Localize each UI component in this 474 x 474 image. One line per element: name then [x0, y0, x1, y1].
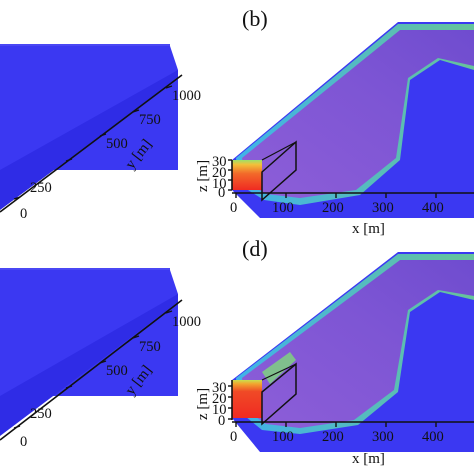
panel-bottom-left: 1000 750 500 250 0 y [m]: [0, 268, 201, 450]
x-tick-200: 200: [322, 429, 344, 445]
field-surface: [0, 46, 178, 170]
z-tick-20: 20: [212, 165, 227, 181]
y-ticks: 1000 750 500 250 0: [13, 310, 201, 450]
y-tick-0: 0: [20, 434, 27, 450]
y-tick-250: 250: [30, 406, 52, 422]
x-ticks: 0 100 200 300 400: [230, 193, 444, 216]
y-tick-1000: 1000: [172, 88, 201, 104]
z-ticks: 30 20 10 0: [212, 154, 232, 201]
z-axis-label: z [m]: [195, 388, 211, 420]
x-tick-300: 300: [372, 200, 394, 216]
field-top-surface: [0, 268, 170, 270]
y-tick-250: 250: [30, 180, 52, 196]
panel-top-left: 1000 750 500 250 0 y [m]: [0, 44, 201, 222]
panel-label-d: (d): [242, 236, 268, 261]
z-tick-0: 0: [218, 185, 225, 201]
y-tick-1000: 1000: [172, 314, 201, 330]
z-tick-30: 30: [212, 380, 227, 396]
panel-bottom-right: (d) 30 20 10 0 z [m] 0: [195, 236, 474, 467]
y-tick-500: 500: [106, 363, 128, 379]
z-axis-label: z [m]: [195, 160, 211, 192]
source-box-red: [232, 380, 262, 418]
x-axis-label: x [m]: [352, 451, 385, 467]
x-tick-300: 300: [372, 429, 394, 445]
x-tick-200: 200: [322, 200, 344, 216]
field-front-face: [0, 294, 178, 436]
z-tick-10: 10: [212, 176, 227, 192]
panel-top-right: (b) 30 20 10 0 z [m] 0 100: [195, 6, 474, 237]
field-surface: [0, 270, 178, 396]
x-tick-100: 100: [272, 200, 294, 216]
z-ticks: 30 20 10 0: [212, 380, 232, 429]
y-tick-500: 500: [106, 136, 128, 152]
field-front-face: [0, 70, 178, 210]
y-tick-750: 750: [139, 339, 161, 355]
z-tick-20: 20: [212, 391, 227, 407]
z-tick-30: 30: [212, 154, 227, 170]
x-tick-400: 400: [422, 429, 444, 445]
x-tick-0: 0: [230, 200, 237, 216]
source-box-red: [232, 160, 262, 190]
plume-body: [242, 30, 474, 198]
y-axis-line: [0, 74, 183, 213]
x-tick-0: 0: [230, 429, 237, 445]
x-tick-400: 400: [422, 200, 444, 216]
x-axis-label: x [m]: [352, 221, 385, 237]
y-ticks: 1000 750 500 250 0: [13, 85, 201, 222]
z-tick-0: 0: [218, 413, 225, 429]
y-tick-0: 0: [20, 206, 27, 222]
plume-body: [242, 260, 474, 428]
x-ticks: 0 100 200 300 400: [230, 422, 444, 445]
z-tick-10: 10: [212, 402, 227, 418]
field-top-surface: [0, 44, 170, 46]
panel-label-b: (b): [242, 6, 268, 31]
x-tick-100: 100: [272, 429, 294, 445]
y-tick-750: 750: [139, 112, 161, 128]
y-axis-line: [0, 299, 183, 441]
source-wireframe-box: [261, 140, 297, 202]
source-wireframe-box: [261, 362, 297, 426]
